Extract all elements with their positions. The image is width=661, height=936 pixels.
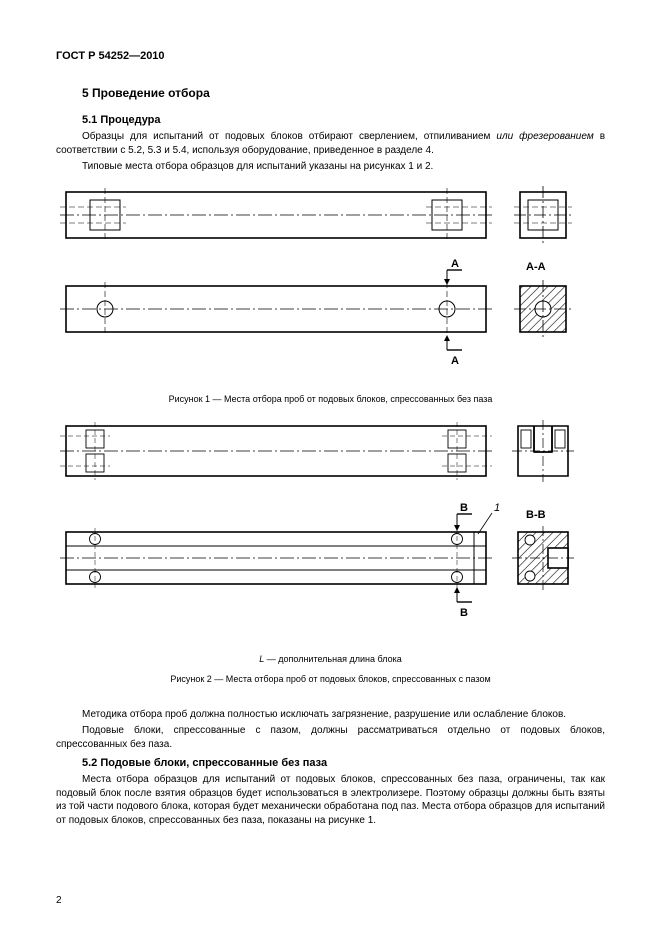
paragraph-5-1-b: Типовые места отбора образцов для испыта… (56, 160, 605, 174)
fig2-label-1: 1 (494, 502, 500, 514)
doc-header: ГОСТ Р 54252—2010 (56, 50, 605, 62)
subsection-5-1-heading: 5.1 Процедура (82, 114, 605, 126)
figure-1: A A-A (56, 184, 605, 384)
figure-2: B 1 B-B (56, 418, 605, 648)
page-number: 2 (56, 895, 62, 906)
subsection-5-2-heading: 5.2 Подовые блоки, спрессованные без паз… (82, 757, 605, 769)
fig1-label-A-top: A (451, 258, 459, 270)
fig2-label-BB: B-B (526, 509, 546, 521)
fig2-label-B-bot: B (460, 607, 468, 619)
figure-2-caption: Рисунок 2 — Места отбора проб от подовых… (56, 674, 605, 684)
paragraph-slot-note: Подовые блоки, спрессованные с пазом, до… (56, 724, 605, 751)
paragraph-5-2: Места отбора образцов для испытаний от п… (56, 773, 605, 827)
p1b-italic: или фрезерованием (496, 131, 593, 142)
figure-2-note: L — дополнительная длина блока (56, 654, 605, 664)
fig2-note-rest: — дополнительная длина блока (264, 654, 401, 664)
p1a: Образцы для испытаний от подовых блоков … (82, 131, 496, 142)
figure-1-caption: Рисунок 1 — Места отбора проб от подовых… (56, 394, 605, 404)
section-5-heading: 5 Проведение отбора (82, 86, 605, 100)
fig1-label-AA: A-A (526, 261, 546, 273)
paragraph-method: Методика отбора проб должна полностью ис… (56, 708, 605, 722)
fig1-label-A-bot: A (451, 355, 459, 367)
paragraph-5-1-a: Образцы для испытаний от подовых блоков … (56, 130, 605, 157)
fig2-label-B-top: B (460, 502, 468, 514)
